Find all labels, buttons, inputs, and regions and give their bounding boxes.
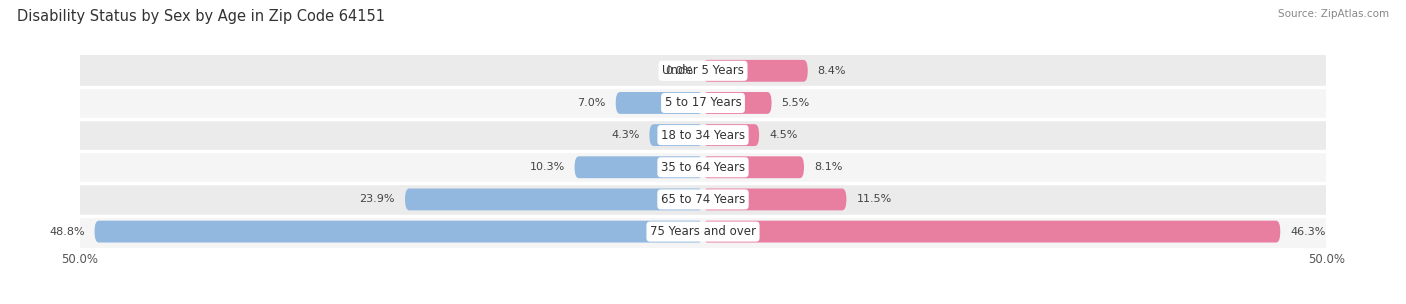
Text: 35 to 64 Years: 35 to 64 Years xyxy=(661,161,745,174)
FancyBboxPatch shape xyxy=(703,156,804,178)
Bar xyxy=(80,119,1326,151)
Bar xyxy=(80,55,1326,87)
Text: 46.3%: 46.3% xyxy=(1291,226,1326,237)
FancyBboxPatch shape xyxy=(703,221,1281,243)
Text: 11.5%: 11.5% xyxy=(856,195,891,204)
FancyBboxPatch shape xyxy=(575,156,703,178)
FancyBboxPatch shape xyxy=(703,60,807,82)
Text: 18 to 34 Years: 18 to 34 Years xyxy=(661,129,745,142)
FancyBboxPatch shape xyxy=(94,221,703,243)
Text: 4.3%: 4.3% xyxy=(612,130,640,140)
FancyBboxPatch shape xyxy=(405,188,703,210)
FancyBboxPatch shape xyxy=(703,124,759,146)
Text: 5.5%: 5.5% xyxy=(782,98,810,108)
Text: 8.1%: 8.1% xyxy=(814,162,842,172)
Bar xyxy=(80,151,1326,183)
Text: 0.0%: 0.0% xyxy=(665,66,693,76)
Text: Under 5 Years: Under 5 Years xyxy=(662,64,744,77)
Text: 8.4%: 8.4% xyxy=(818,66,846,76)
Bar xyxy=(80,87,1326,119)
Text: 75 Years and over: 75 Years and over xyxy=(650,225,756,238)
Text: 10.3%: 10.3% xyxy=(529,162,565,172)
Bar xyxy=(80,216,1326,248)
Text: Disability Status by Sex by Age in Zip Code 64151: Disability Status by Sex by Age in Zip C… xyxy=(17,9,385,24)
Text: 65 to 74 Years: 65 to 74 Years xyxy=(661,193,745,206)
FancyBboxPatch shape xyxy=(650,124,703,146)
Text: 48.8%: 48.8% xyxy=(49,226,84,237)
Text: 5 to 17 Years: 5 to 17 Years xyxy=(665,96,741,109)
Text: 4.5%: 4.5% xyxy=(769,130,797,140)
FancyBboxPatch shape xyxy=(703,92,772,114)
Text: 23.9%: 23.9% xyxy=(360,195,395,204)
Text: 7.0%: 7.0% xyxy=(578,98,606,108)
FancyBboxPatch shape xyxy=(703,188,846,210)
FancyBboxPatch shape xyxy=(616,92,703,114)
Text: Source: ZipAtlas.com: Source: ZipAtlas.com xyxy=(1278,9,1389,19)
Bar xyxy=(80,183,1326,216)
